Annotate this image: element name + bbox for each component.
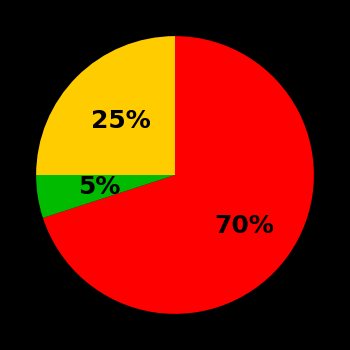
Wedge shape [36,175,175,218]
Wedge shape [36,36,175,175]
Text: 5%: 5% [78,175,121,199]
Text: 70%: 70% [215,214,275,238]
Text: 25%: 25% [91,109,151,133]
Wedge shape [43,36,314,314]
